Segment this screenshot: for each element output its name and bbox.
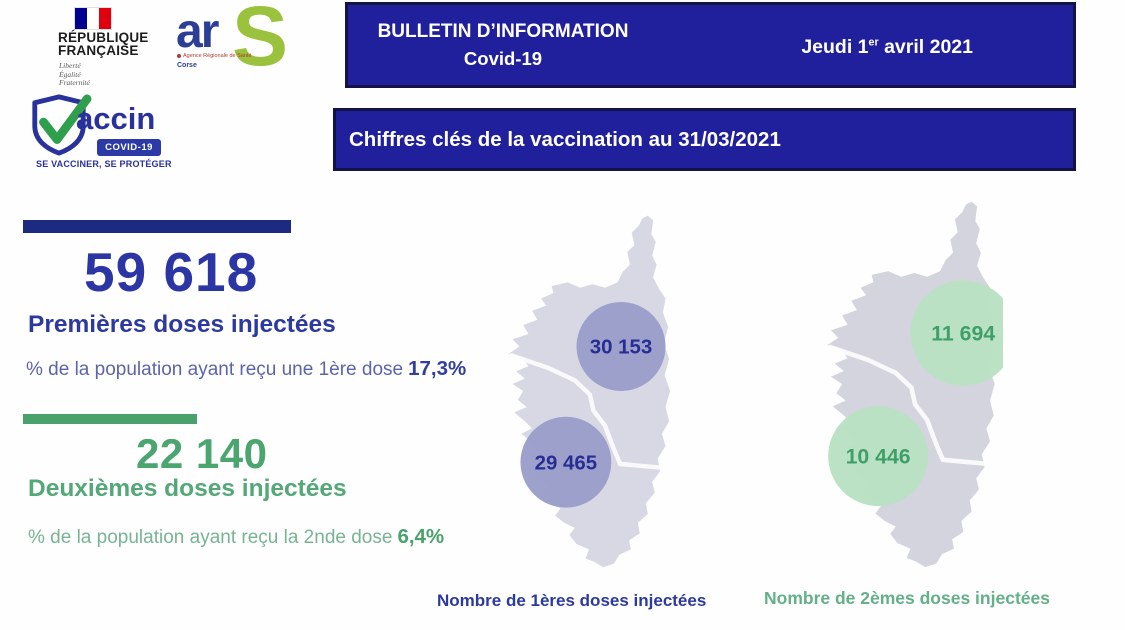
- bubble-north-value: 11 694: [931, 322, 995, 346]
- bubble-south-value: 10 446: [846, 445, 911, 469]
- republique-name-line2: FRANÇAISE: [58, 42, 139, 58]
- bubble-north-value: 30 153: [590, 336, 653, 359]
- ars-s-text: S: [232, 0, 289, 83]
- shield-check-icon: [32, 94, 92, 156]
- bubble-south-circle: [828, 406, 929, 507]
- ars-logo: ar S Agence Régionale de Santé Corse: [172, 0, 307, 88]
- banner-title-line1: BULLETIN D’INFORMATION: [377, 21, 629, 42]
- first-doses-divider: [23, 220, 291, 233]
- republique-francaise-logo: RÉPUBLIQUE FRANÇAISE Liberté Égalité Fra…: [58, 8, 188, 88]
- first-doses-pct-value: 17,3%: [408, 357, 467, 380]
- republique-name: RÉPUBLIQUE FRANÇAISE: [58, 30, 188, 58]
- corsica-map-first-doses: 30 153 29 465: [508, 215, 670, 568]
- first-doses-percentage-line: % de la population ayant reçu une 1ère d…: [26, 357, 466, 381]
- info-banner: BULLETIN D’INFORMATION Covid-19 Jeudi 1e…: [345, 2, 1076, 88]
- date-superscript: er: [868, 36, 879, 49]
- banner-title-line2: Covid-19: [463, 48, 543, 69]
- first-doses-label: Premières doses injectées: [28, 311, 336, 338]
- covid19-pill: COVID-19: [97, 139, 161, 156]
- department-boundary-line: [509, 353, 663, 470]
- vaccin-tagline: SE VACCINER, SE PROTÉGER: [36, 159, 172, 169]
- bubble-north-circle: [576, 302, 666, 391]
- ars-ar-text: ar: [176, 5, 219, 58]
- key-banner-title: Chiffres clés de la vaccination au 31/03…: [349, 127, 781, 151]
- department-boundary-line: [827, 344, 987, 466]
- bubble-north-circle: [910, 280, 1003, 386]
- french-flag-icon: [75, 8, 111, 29]
- first-doses-value: 59 618: [84, 241, 259, 303]
- second-doses-pct-value: 6,4%: [397, 525, 445, 548]
- second-doses-map-caption: Nombre de 2èmes doses injectées: [764, 588, 1050, 608]
- second-doses-divider: [23, 414, 197, 424]
- republique-motto: Liberté Égalité Fraternité: [59, 61, 188, 88]
- first-doses-map-caption: Nombre de 1ères doses injectées: [437, 591, 707, 610]
- banner-date: Jeudi 1er avril 2021: [801, 36, 973, 58]
- motto-egalite: Égalité: [59, 69, 81, 79]
- second-doses-pct-label: % de la population ayant reçu la 2nde do…: [28, 527, 393, 548]
- ars-subtitle: Agence Régionale de Santé: [177, 53, 252, 59]
- corsica-map-second-doses: 11 694 10 446: [827, 201, 1003, 568]
- first-doses-pct-label: % de la population ayant reçu une 1ère d…: [26, 359, 404, 380]
- motto-liberte: Liberté: [59, 61, 81, 70]
- vaccin-covid-badge: accin COVID-19 SE VACCINER, SE PROTÉGER: [24, 90, 184, 174]
- ars-region-label: Corse: [177, 62, 197, 69]
- vaccin-brand-text: accin: [76, 101, 156, 136]
- second-doses-value: 22 140: [136, 430, 268, 477]
- second-doses-percentage-line: % de la population ayant reçu la 2nde do…: [28, 525, 444, 549]
- second-doses-label: Deuxièmes doses injectées: [28, 475, 347, 502]
- motto-fraternite: Fraternité: [59, 78, 90, 87]
- banner-title: BULLETIN D’INFORMATION Covid-19: [358, 18, 648, 72]
- bubble-south-circle: [520, 416, 612, 508]
- ars-dot-icon: [177, 53, 181, 58]
- key-figures-banner: Chiffres clés de la vaccination au 31/03…: [333, 108, 1076, 171]
- bubble-south-value: 29 465: [535, 451, 598, 474]
- republique-name-line1: RÉPUBLIQUE: [58, 30, 149, 45]
